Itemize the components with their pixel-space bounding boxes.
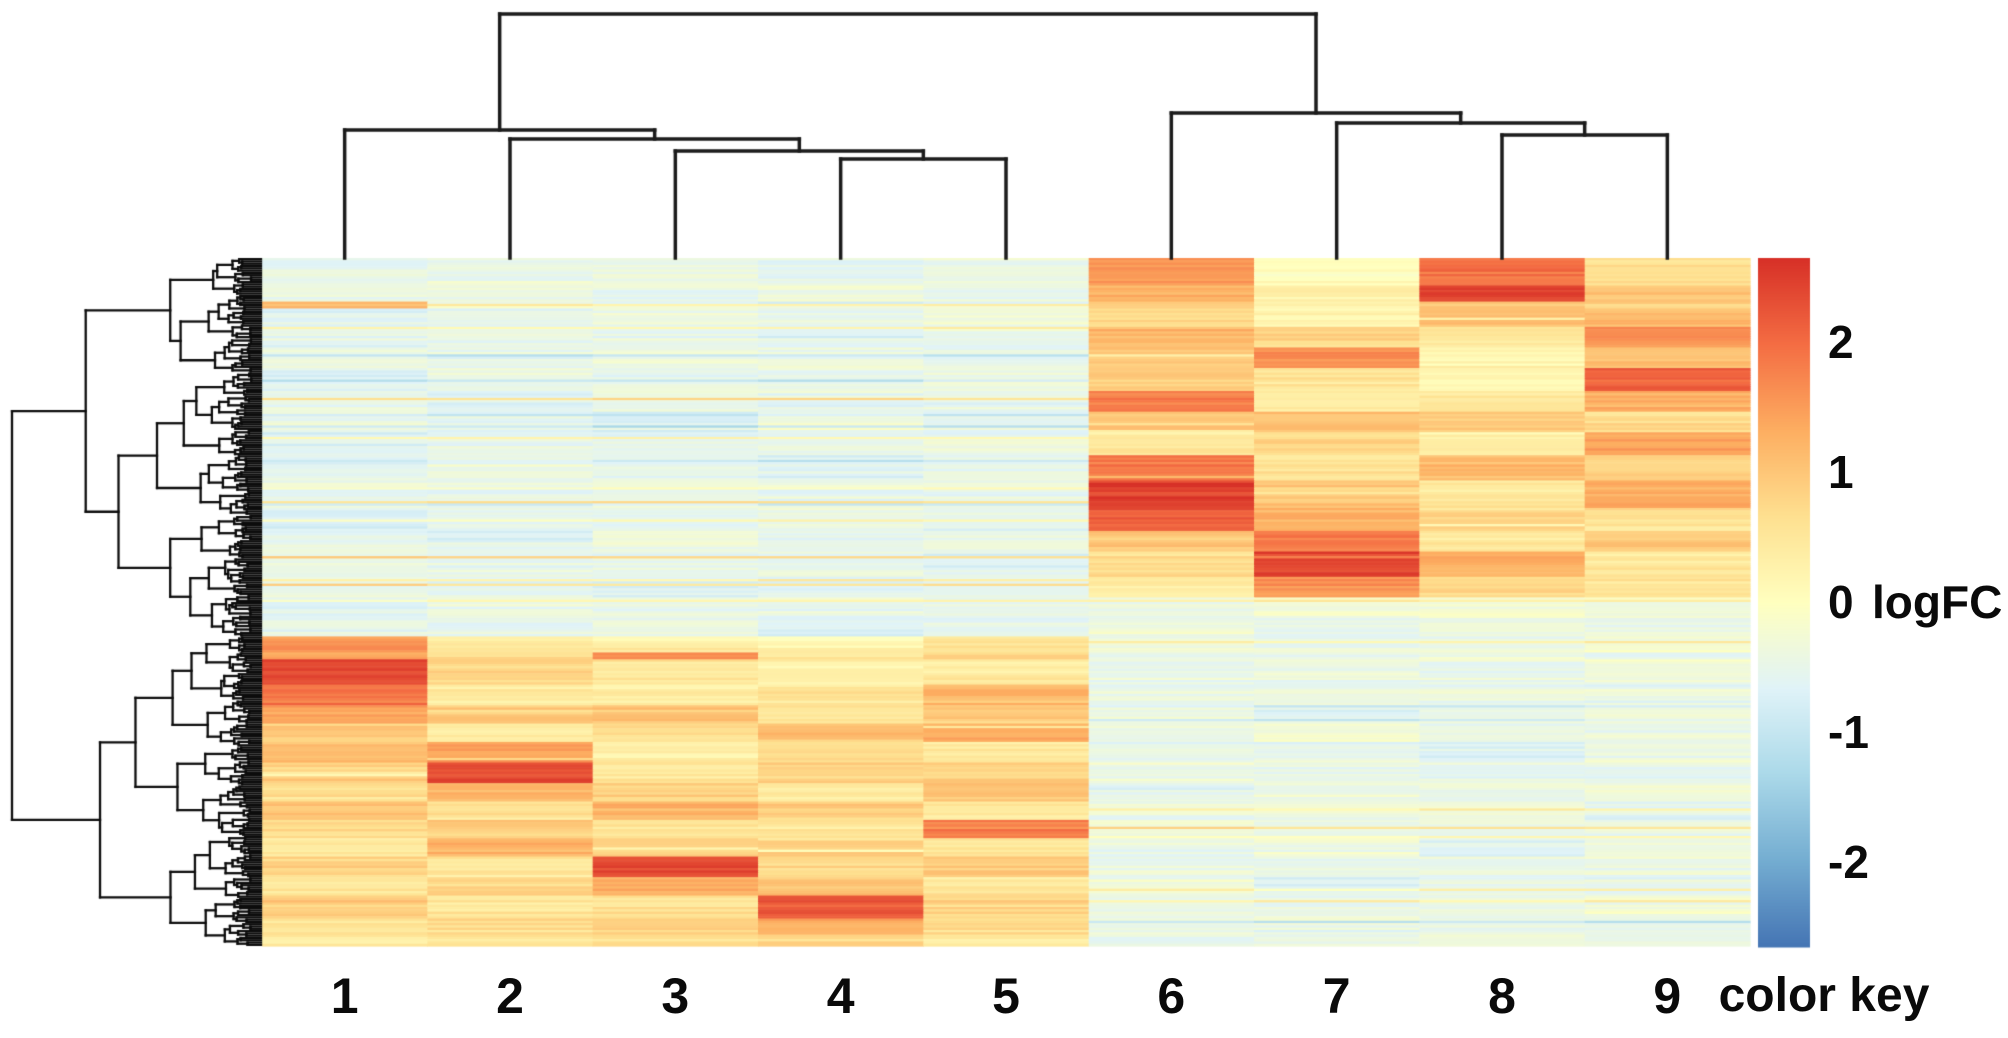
column-label-8: 8	[1488, 968, 1516, 1024]
colorbar-tick--2: -2	[1828, 835, 1869, 888]
column-label-6: 6	[1157, 968, 1186, 1024]
colorbar-tick-0: 0	[1828, 576, 1854, 628]
column-label-5: 5	[992, 968, 1020, 1024]
column-label-9: 9	[1653, 968, 1682, 1024]
color-key-label: color key	[1718, 969, 1930, 1022]
column-label-2: 2	[496, 968, 524, 1024]
column-label-4: 4	[826, 968, 855, 1024]
column-label-1: 1	[330, 968, 359, 1024]
colorbar-title: logFC	[1872, 576, 2003, 628]
colorbar-tick-2: 2	[1828, 316, 1854, 369]
column-label-7: 7	[1322, 968, 1351, 1024]
colorbar-tick-1: 1	[1828, 446, 1854, 499]
column-label-3: 3	[661, 968, 690, 1024]
colorbar-tick--1: -1	[1828, 705, 1869, 758]
